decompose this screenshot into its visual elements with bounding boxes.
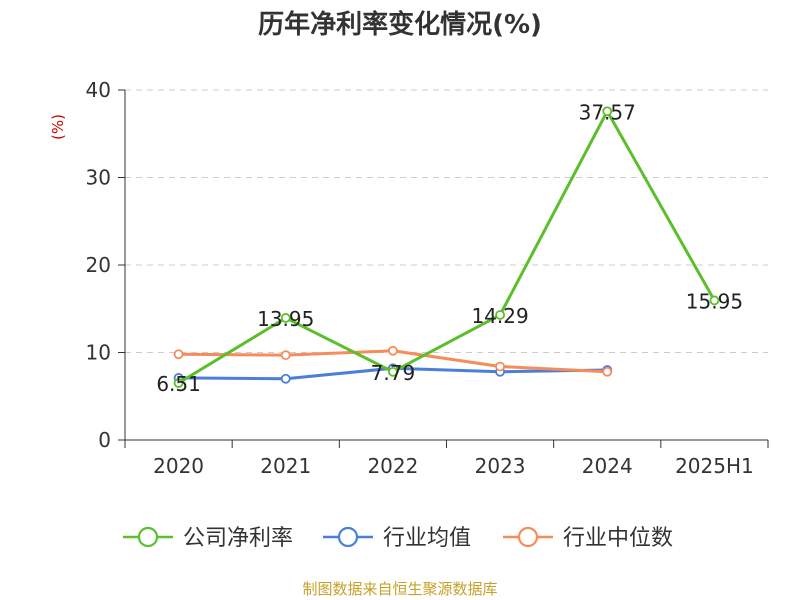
x-tick-label: 2021 [260, 454, 311, 478]
data-point-company [173, 378, 184, 388]
data-point-industry_median [602, 366, 613, 377]
data-point-industry_median [173, 349, 184, 360]
legend-label-company: 公司净利率 [183, 526, 293, 551]
y-axis-label: (%) [49, 114, 67, 140]
series-line-company [177, 109, 716, 385]
data-label: 13.95 [257, 307, 314, 331]
y-tick-label: 20 [86, 253, 111, 277]
x-tick-label: 2024 [582, 454, 633, 478]
data-label: 15.95 [686, 289, 743, 313]
chart-title: 历年净利率变化情况(%) [258, 10, 542, 40]
data-label: 7.79 [371, 361, 416, 385]
data-point-company [709, 295, 720, 306]
data-point-company [388, 366, 398, 377]
x-tick-label: 2025H1 [675, 454, 754, 478]
data-point-industry_avg [280, 373, 291, 384]
x-tick-label: 2022 [367, 454, 418, 478]
legend-label-industry_avg: 行业均值 [383, 526, 471, 551]
data-label: 14.29 [471, 304, 528, 328]
data-label: 6.51 [156, 372, 201, 396]
x-tick-label: 2020 [153, 454, 204, 478]
legend-marker-industry_median [517, 526, 539, 548]
data-label: 37.57 [579, 100, 636, 124]
legend-marker-industry_avg [337, 526, 359, 548]
data-point-company [495, 310, 505, 320]
data-point-company [602, 106, 613, 117]
data-point-industry_median [388, 345, 398, 356]
y-tick-label: 0 [98, 428, 111, 452]
source-note: 制图数据来自恒生聚源数据库 [302, 580, 498, 598]
y-tick-label: 40 [86, 78, 111, 102]
y-tick-label: 10 [86, 341, 111, 365]
x-tick-label: 2023 [475, 454, 526, 478]
data-point-company [280, 313, 291, 323]
data-point-industry_median [495, 361, 505, 372]
legend-marker-company [137, 526, 159, 548]
data-point-industry_median [280, 350, 291, 361]
legend-label-industry_median: 行业中位数 [563, 526, 673, 551]
y-tick-label: 30 [86, 166, 111, 190]
